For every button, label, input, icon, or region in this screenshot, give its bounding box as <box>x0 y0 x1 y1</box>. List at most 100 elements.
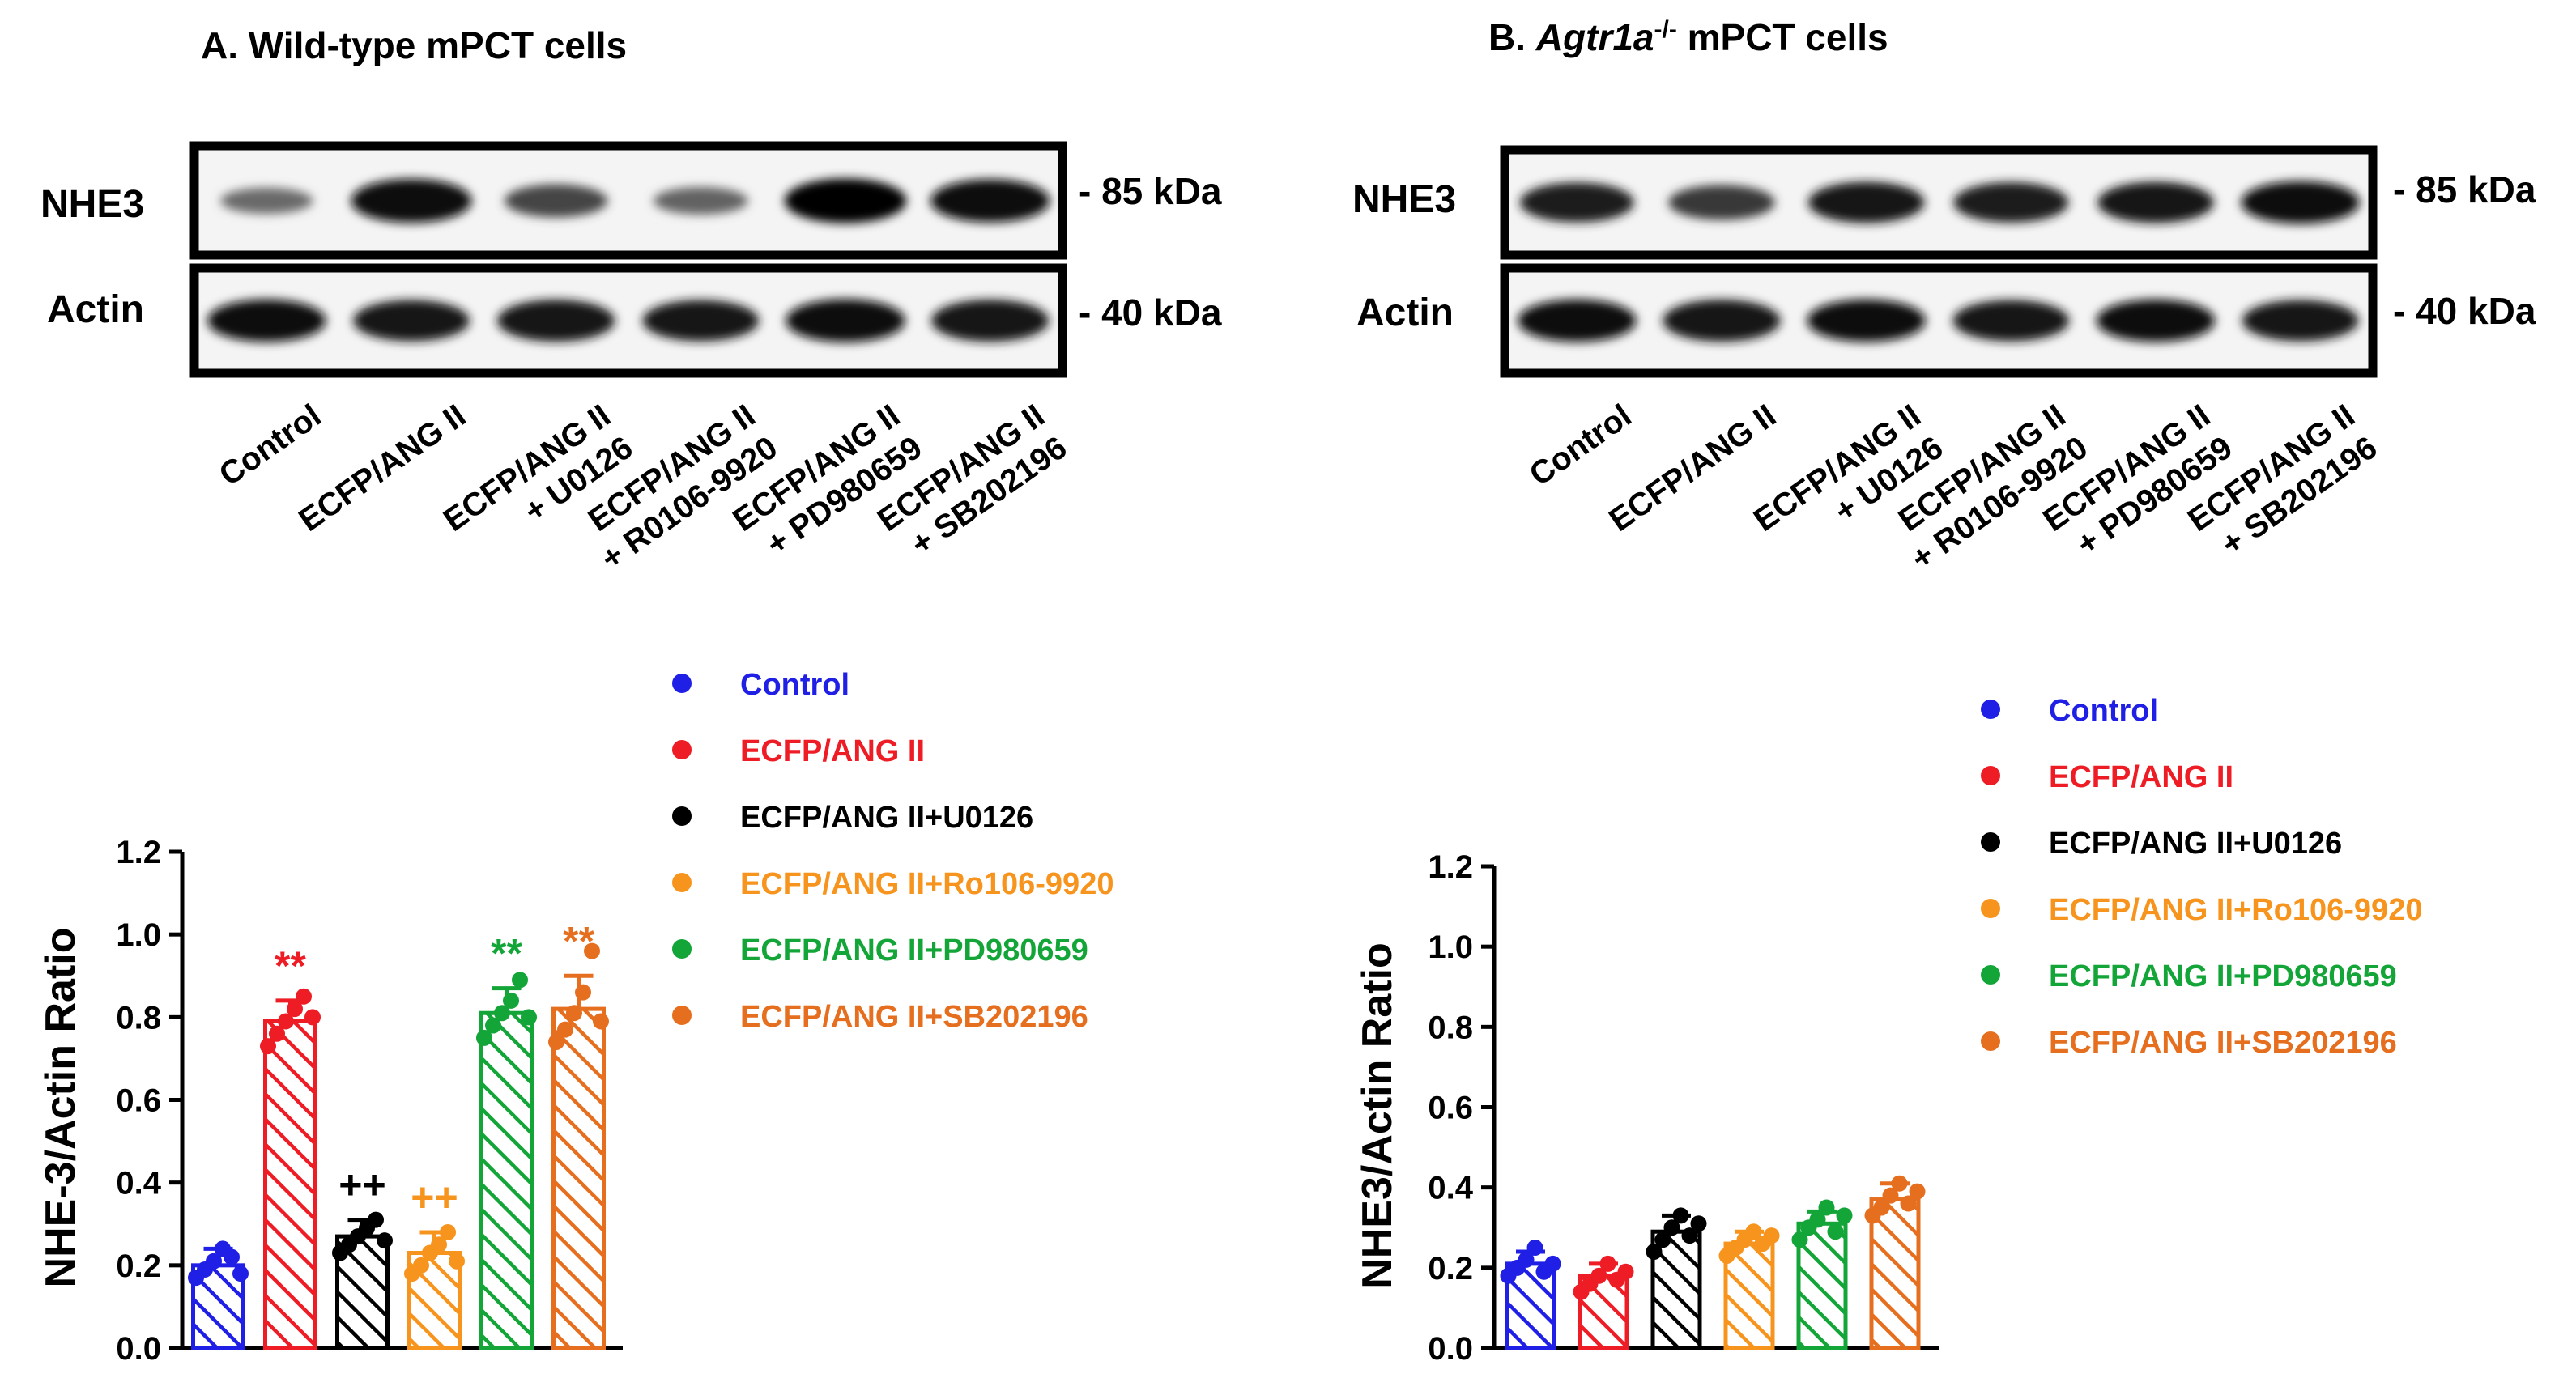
blot-band <box>220 187 313 215</box>
data-point <box>1836 1207 1853 1224</box>
significance-label: ++ <box>411 1175 458 1220</box>
data-point <box>1791 1231 1808 1248</box>
data-point <box>278 1013 294 1030</box>
blot-band <box>786 299 905 342</box>
data-point <box>1763 1227 1780 1244</box>
blot-band <box>2097 181 2214 223</box>
chart-a-ylabel: NHE-3/Actin Ratio <box>37 928 84 1288</box>
legend-marker <box>1981 766 2000 785</box>
data-point <box>584 942 600 959</box>
data-point <box>1809 1211 1826 1228</box>
data-point <box>1518 1251 1535 1268</box>
data-point <box>1599 1255 1616 1272</box>
data-point <box>1526 1240 1543 1257</box>
blot-band <box>2241 181 2360 224</box>
blot-a-actin-bands <box>207 299 1050 342</box>
chart-a: NHE-3/Actin Ratio 0.0 0.2 0.4 0.6 0.8 1.0 1.2 *… <box>37 835 623 1367</box>
blot-a-nhe3-bands <box>220 178 1050 223</box>
blot-a-marker-40: - 40 kDa <box>1079 291 1222 334</box>
legend-marker <box>1981 965 2000 985</box>
data-point <box>1617 1263 1634 1280</box>
data-point <box>548 1033 564 1050</box>
blot-a-marker-85: - 85 kDa <box>1079 170 1222 212</box>
significance-label: ** <box>275 943 306 989</box>
y-tick-label: 0.6 <box>116 1083 161 1119</box>
data-point <box>287 1001 303 1018</box>
blot-band <box>642 300 760 342</box>
chart-b-ylabel: NHE3/Actin Ratio <box>1354 942 1401 1289</box>
blot-b-marker-40: - 40 kDa <box>2393 290 2536 332</box>
data-point <box>575 984 591 1001</box>
blot-band <box>653 187 748 215</box>
legend-marker <box>672 806 692 826</box>
legend-label: ECFP/ANG II+Ro106-9920 <box>740 867 1113 901</box>
data-point <box>368 1211 384 1228</box>
blot-a-row-label-actin: Actin <box>47 288 144 331</box>
legend-marker <box>1981 700 2000 719</box>
legend-marker <box>672 674 692 693</box>
significance-label: ++ <box>338 1163 385 1208</box>
data-point <box>1544 1255 1561 1272</box>
legend-label: ECFP/ANG II+U0126 <box>740 801 1033 835</box>
blot-band <box>207 299 326 342</box>
blot-b-actin-bands <box>1518 299 2359 342</box>
legend-label: ECFP/ANG II <box>2049 760 2233 794</box>
blot-a-row-label-nhe3: NHE3 <box>40 183 144 226</box>
y-tick-label: 0.2 <box>1428 1251 1473 1287</box>
data-point <box>1891 1175 1908 1192</box>
data-point <box>512 972 528 989</box>
data-point <box>440 1223 456 1240</box>
y-tick-label: 0.4 <box>1428 1171 1473 1206</box>
data-point <box>485 1017 501 1034</box>
data-point <box>1654 1231 1671 1248</box>
y-tick-label: 1.2 <box>116 835 161 870</box>
blot-band <box>1807 181 1925 223</box>
data-point <box>1681 1227 1698 1244</box>
data-point <box>377 1232 393 1249</box>
legend-marker <box>672 939 692 959</box>
blot-b-row-label-actin: Actin <box>1356 291 1454 334</box>
bar <box>551 1006 606 1350</box>
blot-lane-label: Control <box>213 398 328 493</box>
blot-band <box>351 178 472 223</box>
data-point <box>593 1013 609 1030</box>
data-point <box>566 1005 582 1022</box>
data-point <box>1909 1183 1926 1200</box>
chart-b: NHE3/Actin Ratio 0.0 0.2 0.4 0.6 0.8 1.0 1.2 <box>1354 849 1939 1367</box>
blot-a: NHE3 Actin - 85 kDa - 40 kDa ControlECFP… <box>40 141 1222 577</box>
panel-b-title: B. Agtr1a-/- mPCT cells <box>1488 16 1888 59</box>
data-point <box>1818 1199 1835 1216</box>
bar <box>1723 1241 1775 1350</box>
blot-b-nhe3-bands <box>1519 181 2360 224</box>
significance-label: ** <box>491 931 522 976</box>
y-tick-label: 0.2 <box>116 1248 161 1284</box>
blot-band <box>1518 299 1637 342</box>
blot-band <box>1519 182 1634 223</box>
legend-marker <box>672 873 692 892</box>
blot-lane-label: Control <box>1523 398 1638 493</box>
blot-lane-label-line: Control <box>1523 398 1638 493</box>
legend-label: ECFP/ANG II+PD980659 <box>740 934 1088 968</box>
blot-band <box>930 300 1050 342</box>
legend-label: ECFP/ANG II+SB202196 <box>2049 1026 2397 1060</box>
blot-lane-label-line: Control <box>213 398 328 493</box>
data-point <box>494 1005 510 1022</box>
panel-b: B. Agtr1a-/- mPCT cells NHE3 Actin - 85 … <box>1352 16 2536 1367</box>
data-point <box>1873 1199 1890 1216</box>
legend-label: ECFP/ANG II <box>740 734 925 768</box>
y-tick-label: 0.8 <box>1428 1010 1473 1045</box>
blot-a-nhe3-frame <box>189 141 1067 260</box>
legend-marker <box>672 1006 692 1025</box>
data-point <box>1900 1195 1917 1212</box>
bar <box>1796 1221 1848 1350</box>
data-point <box>503 992 519 1009</box>
data-point <box>224 1248 240 1265</box>
legend-marker <box>1981 832 2000 852</box>
data-point <box>431 1236 447 1253</box>
data-point <box>413 1257 429 1274</box>
y-tick-label: 1.2 <box>1428 849 1473 885</box>
bar <box>263 1019 317 1350</box>
